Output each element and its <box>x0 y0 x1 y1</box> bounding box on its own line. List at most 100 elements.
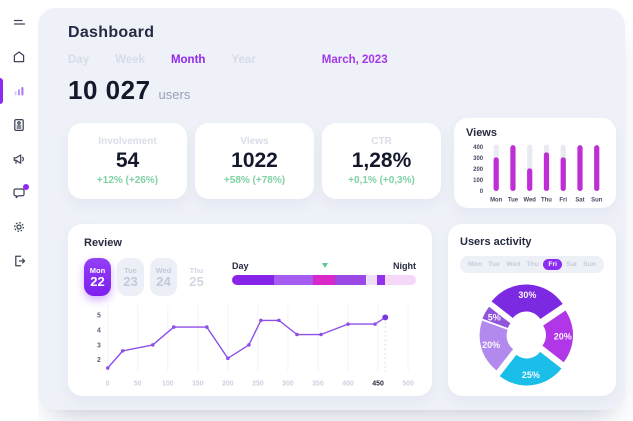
date-chip-mon-22[interactable]: Mon 22 <box>84 258 111 296</box>
sidebar-item-messages[interactable] <box>0 184 38 201</box>
users-unit-label: users <box>158 87 191 102</box>
chip-dow: Wed <box>155 265 172 275</box>
day-night-gradient-bar[interactable] <box>232 275 416 285</box>
megaphone-icon <box>13 154 24 164</box>
review-controls: Mon 22 Tue 23 Wed 24 Thu 25 Day Night <box>84 258 416 296</box>
stats-row: Involvement 54 +12% (+26%) Views 1022 +58% (+… <box>68 118 616 210</box>
scale-segment-3 <box>335 275 367 285</box>
sidebar-item-analytics[interactable] <box>0 78 38 104</box>
svg-text:300: 300 <box>282 381 294 388</box>
svg-text:250: 250 <box>252 381 264 388</box>
svg-text:Tue: Tue <box>508 197 519 203</box>
chat-icon <box>13 188 25 199</box>
svg-text:0: 0 <box>106 381 110 388</box>
chip-day: 24 <box>156 273 171 289</box>
sidebar-item-announcements[interactable] <box>0 151 38 167</box>
stat-label: CTR <box>371 136 392 147</box>
date-chip-thu-25[interactable]: Thu 25 <box>183 258 210 296</box>
views-bar-chart: 400 300 200 100 0 Mon Tue Wed Thu Fri Sat Sun <box>466 139 608 214</box>
stat-value: 1022 <box>231 149 278 172</box>
scale-marker-icon[interactable] <box>322 263 329 268</box>
chip-day: 25 <box>189 273 204 289</box>
page-title: Dashboard <box>68 24 155 41</box>
users-activity-title: Users activity <box>460 236 532 248</box>
chip-dow: Thu <box>189 265 204 275</box>
svg-text:100: 100 <box>473 178 484 184</box>
tab-year[interactable]: Year <box>231 54 256 66</box>
bar-chart-icon <box>14 87 24 96</box>
svg-text:400: 400 <box>342 381 354 388</box>
tab-week[interactable]: Week <box>115 54 145 66</box>
svg-text:400: 400 <box>473 145 484 151</box>
home-icon <box>13 51 25 63</box>
svg-text:Thu: Thu <box>541 197 552 203</box>
date-chips: Mon 22 Tue 23 Wed 24 Thu 25 <box>84 258 210 296</box>
svg-text:5: 5 <box>97 313 101 320</box>
weekday-pill-sun[interactable]: Sun <box>583 261 596 268</box>
sidebar-item-logout[interactable] <box>0 253 38 269</box>
date-chip-wed-24[interactable]: Wed 24 <box>150 258 177 296</box>
svg-text:100: 100 <box>162 381 174 388</box>
dashboard-panel: Dashboard Day Week Month Year March, 2023 10… <box>38 8 625 410</box>
day-night-labels: Day Night <box>232 261 416 271</box>
sidebar-item-menu[interactable] <box>0 15 38 31</box>
stat-card-ctr: CTR 1,28% +0,1% (+0,3%) <box>322 123 441 199</box>
date-chip-tue-23[interactable]: Tue 23 <box>117 258 144 296</box>
stat-delta: +0,1% (+0,3%) <box>348 175 415 186</box>
svg-text:450: 450 <box>372 381 384 388</box>
users-summary: 10 027 users <box>68 75 616 106</box>
weekday-pill-sat[interactable]: Sat <box>566 261 577 268</box>
menu-icon <box>13 19 26 25</box>
svg-text:50: 50 <box>134 381 142 388</box>
svg-text:3: 3 <box>97 342 101 349</box>
svg-text:200: 200 <box>473 167 484 173</box>
users-count: 10 027 <box>68 75 151 105</box>
stat-delta: +58% (+78%) <box>223 175 286 186</box>
weekday-pill-tue[interactable]: Tue <box>488 261 500 268</box>
tab-day[interactable]: Day <box>68 54 90 66</box>
views-chart-card: Views 400 300 200 100 0 Mon Tue Wed Thu Fri Sat Sun <box>454 118 616 208</box>
chip-day: 22 <box>90 273 105 289</box>
logout-icon <box>15 255 26 267</box>
sidebar-item-settings[interactable] <box>0 219 38 235</box>
svg-text:Sun: Sun <box>591 197 603 203</box>
scale-segment-5 <box>377 275 385 285</box>
svg-text:350: 350 <box>312 381 324 388</box>
users-activity-donut-chart: 30% 20% 25% 20% 5% <box>460 273 604 400</box>
sidebar-item-home[interactable] <box>0 49 38 65</box>
stat-value: 54 <box>115 149 140 172</box>
id-card-icon <box>14 118 24 132</box>
tab-month[interactable]: Month <box>170 54 206 66</box>
svg-text:2: 2 <box>97 357 101 364</box>
weekday-pill-thu[interactable]: Thu <box>526 261 540 268</box>
svg-text:25%: 25% <box>522 370 540 380</box>
svg-text:Fri: Fri <box>559 197 567 203</box>
chip-dow: Tue <box>124 265 137 275</box>
day-night-scale: Day Night <box>232 261 416 296</box>
svg-text:5%: 5% <box>488 312 501 322</box>
stat-value: 1,28% <box>351 149 412 172</box>
night-label: Night <box>393 261 416 271</box>
sidebar <box>0 0 38 421</box>
svg-text:300: 300 <box>473 156 484 162</box>
svg-text:200: 200 <box>222 381 234 388</box>
stat-label: Views <box>240 136 269 147</box>
period-tabs: Day Week Month Year March, 2023 <box>68 54 616 66</box>
stat-card-involvement: Involvement 54 +12% (+26%) <box>68 123 187 199</box>
chip-dow: Mon <box>89 265 106 275</box>
svg-text:Wed: Wed <box>523 197 536 203</box>
stat-label: Involvement <box>98 136 157 147</box>
weekday-pill-fri[interactable]: Fri <box>543 259 563 270</box>
svg-text:150: 150 <box>192 381 204 388</box>
weekday-pill-mon[interactable]: Mon <box>468 261 482 268</box>
scale-segment-4 <box>366 275 378 285</box>
notification-dot <box>23 184 29 190</box>
period-selector[interactable]: March, 2023 <box>321 54 388 66</box>
scale-segment-6 <box>384 275 416 285</box>
stat-card-views: Views 1022 +58% (+78%) <box>195 123 314 199</box>
weekday-pill-wed[interactable]: Wed <box>506 261 521 268</box>
sidebar-item-reports[interactable] <box>0 117 38 133</box>
scale-segment-1 <box>274 275 313 285</box>
